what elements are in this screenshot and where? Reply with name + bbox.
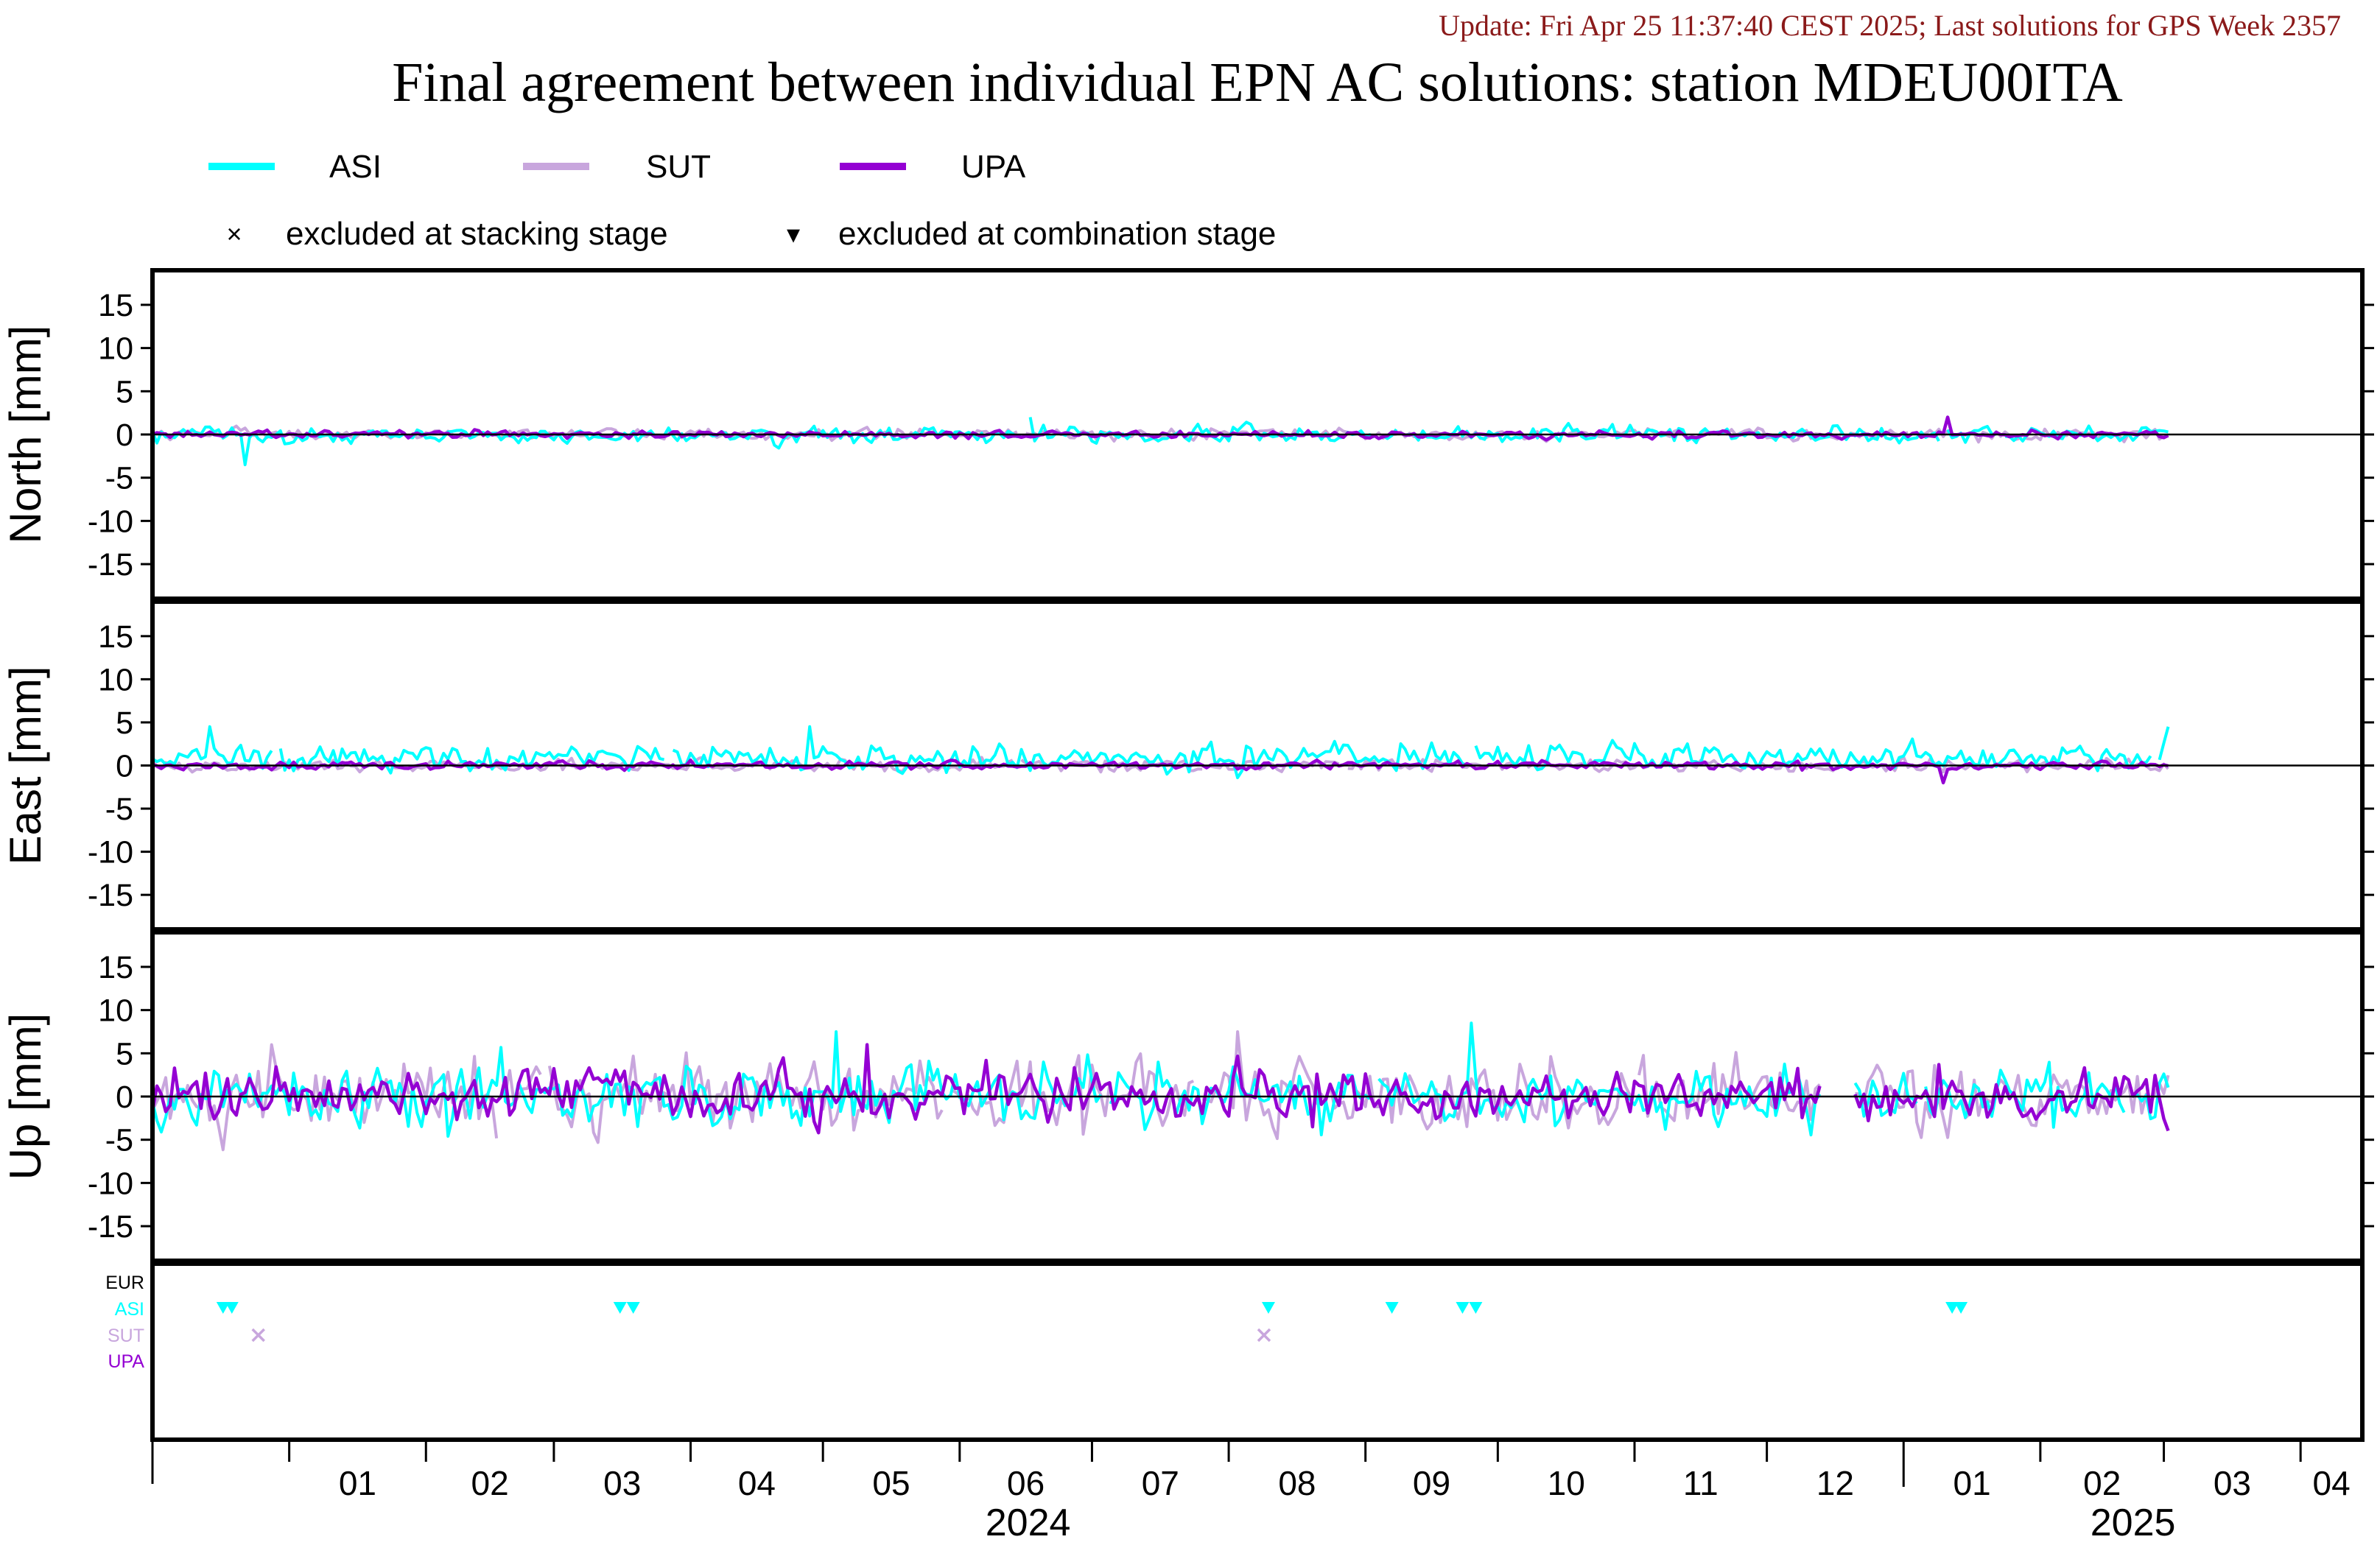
y-tick-label: -15: [88, 547, 133, 583]
series-group: [152, 1021, 2170, 1152]
month-label: 07: [1142, 1464, 1179, 1502]
legend-label-sut: SUT: [646, 149, 711, 185]
series-group: [152, 725, 2170, 785]
year-label: 2025: [2091, 1502, 2176, 1544]
y-tick-label: 5: [116, 1036, 133, 1071]
series-group: [152, 415, 2169, 467]
month-label: 03: [2214, 1464, 2251, 1502]
y-tick-label: -15: [88, 878, 133, 913]
y-tick-label: -10: [88, 835, 133, 870]
legend-label-upa: UPA: [961, 149, 1026, 185]
month-label: 02: [2083, 1464, 2121, 1502]
combination-excluded-marker: [613, 1302, 627, 1314]
month-label: 05: [872, 1464, 910, 1502]
legend-stacking-label: excluded at stacking stage: [286, 216, 668, 252]
y-tick-label: -10: [88, 504, 133, 539]
y-tick-label: 0: [116, 749, 133, 784]
panel-frame: [150, 268, 2365, 601]
legend: ASI SUT UPA × excluded at stacking stage…: [208, 149, 1276, 252]
y-tick-label: 15: [98, 288, 133, 323]
year-label: 2024: [986, 1502, 1071, 1544]
combination-excluded-marker: [1945, 1302, 1959, 1314]
month-label: 01: [339, 1464, 376, 1502]
combination-excluded-marker: [216, 1302, 230, 1314]
month-label: 02: [471, 1464, 509, 1502]
y-tick-label: 15: [98, 619, 133, 655]
y-tick-label: 10: [98, 331, 133, 367]
panel-frame: [150, 1261, 2365, 1442]
panel-frame: [150, 599, 2365, 932]
y-tick-label: 0: [116, 1080, 133, 1115]
panels: 15 10 5 0 -5 -10 -15 North [mm] 15 10 5 0 -5 -10 -15 Ea…: [1, 268, 2374, 1442]
row-label-eur: EUR: [105, 1273, 144, 1293]
time-axis: 01 02 03 04 05 06 07 08 09 10 11 12 01 02 03 04 2024 2025: [151, 1440, 2351, 1544]
combination-excluded-marker: [626, 1302, 640, 1314]
legend-triangle-icon: ▾: [787, 219, 800, 249]
combination-excluded-marker: [1261, 1302, 1275, 1314]
y-tick-label: 0: [116, 418, 133, 453]
month-label: 12: [1816, 1464, 1854, 1502]
row-label-sut: SUT: [108, 1326, 144, 1346]
series-line-asi: [152, 1021, 2170, 1138]
month-label: 03: [603, 1464, 641, 1502]
stacking-excluded-marker: [1257, 1328, 1271, 1342]
y-tick-label: -5: [105, 792, 133, 827]
legend-combination-label: excluded at combination stage: [838, 216, 1276, 252]
combination-excluded-marker: [1456, 1302, 1470, 1314]
y-tick-label: 15: [98, 950, 133, 985]
y-tick-label: 5: [116, 374, 133, 409]
update-line: Update: Fri Apr 25 11:37:40 CEST 2025; L…: [1439, 9, 2341, 42]
month-label: 11: [1683, 1464, 1719, 1502]
series-line-asi: [152, 725, 2170, 780]
legend-label-asi: ASI: [329, 149, 382, 185]
combination-excluded-marker: [1954, 1302, 1968, 1314]
y-tick-label: 10: [98, 993, 133, 1029]
panel-up: 15 10 5 0 -5 -10 -15 Up [mm]: [1, 930, 2374, 1263]
y-tick-label: -5: [105, 461, 133, 496]
y-axis-label: East [mm]: [1, 666, 50, 865]
month-label: 09: [1413, 1464, 1450, 1502]
y-tick-label: -5: [105, 1123, 133, 1158]
month-label: 04: [2313, 1464, 2351, 1502]
legend-cross-icon: ×: [226, 219, 242, 249]
panel-east: 15 10 5 0 -5 -10 -15 East [mm]: [1, 599, 2374, 932]
y-axis-label: Up [mm]: [1, 1013, 50, 1180]
combination-excluded-marker: [1469, 1302, 1483, 1314]
y-tick-label: -15: [88, 1209, 133, 1245]
month-label: 08: [1278, 1464, 1316, 1502]
stacking-excluded-marker: [251, 1328, 265, 1342]
month-label: 01: [1954, 1464, 1991, 1502]
combination-excluded-marker: [1385, 1302, 1399, 1314]
month-label: 04: [738, 1464, 776, 1502]
combination-excluded-marker: [225, 1302, 239, 1314]
panel-exclusions: EUR ASI SUT UPA: [105, 1261, 2365, 1442]
row-label-upa: UPA: [108, 1351, 144, 1372]
panel-frame: [150, 930, 2365, 1263]
chart-title: Final agreement between individual EPN A…: [392, 52, 2123, 113]
row-label-asi: ASI: [115, 1299, 144, 1320]
y-tick-label: 10: [98, 662, 133, 697]
month-label: 06: [1007, 1464, 1045, 1502]
month-label: 10: [1548, 1464, 1585, 1502]
y-tick-label: 5: [116, 705, 133, 741]
y-tick-label: -10: [88, 1166, 133, 1201]
y-axis-label: North [mm]: [1, 325, 50, 544]
series-line-asi: [152, 417, 2169, 467]
panel-north: 15 10 5 0 -5 -10 -15 North [mm]: [1, 268, 2374, 601]
